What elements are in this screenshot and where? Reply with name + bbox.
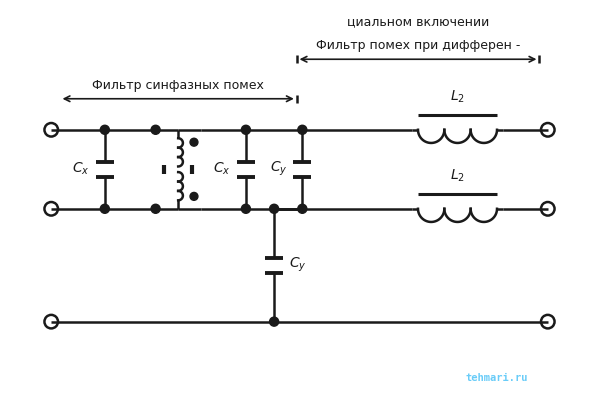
Text: $C_y$: $C_y$: [289, 256, 307, 275]
Circle shape: [151, 125, 160, 134]
Circle shape: [190, 192, 198, 200]
Text: tehmari.ru: tehmari.ru: [466, 373, 528, 383]
Text: $C_x$: $C_x$: [213, 161, 231, 177]
Text: $L_2$: $L_2$: [450, 167, 465, 184]
Text: Фильтр синфазных помех: Фильтр синфазных помех: [92, 79, 264, 92]
Text: циальном включении: циальном включении: [347, 15, 489, 28]
Circle shape: [270, 204, 279, 213]
Text: $C_x$: $C_x$: [72, 161, 90, 177]
Text: $L_2$: $L_2$: [450, 88, 465, 105]
Circle shape: [100, 125, 110, 134]
Text: $C_y$: $C_y$: [270, 160, 288, 179]
Circle shape: [298, 125, 307, 134]
Circle shape: [241, 125, 250, 134]
Circle shape: [270, 317, 279, 326]
Text: Фильтр помех при дифферен -: Фильтр помех при дифферен -: [316, 40, 520, 53]
Circle shape: [151, 204, 160, 213]
Circle shape: [100, 204, 110, 213]
Circle shape: [190, 138, 198, 146]
Circle shape: [298, 204, 307, 213]
Circle shape: [241, 204, 250, 213]
